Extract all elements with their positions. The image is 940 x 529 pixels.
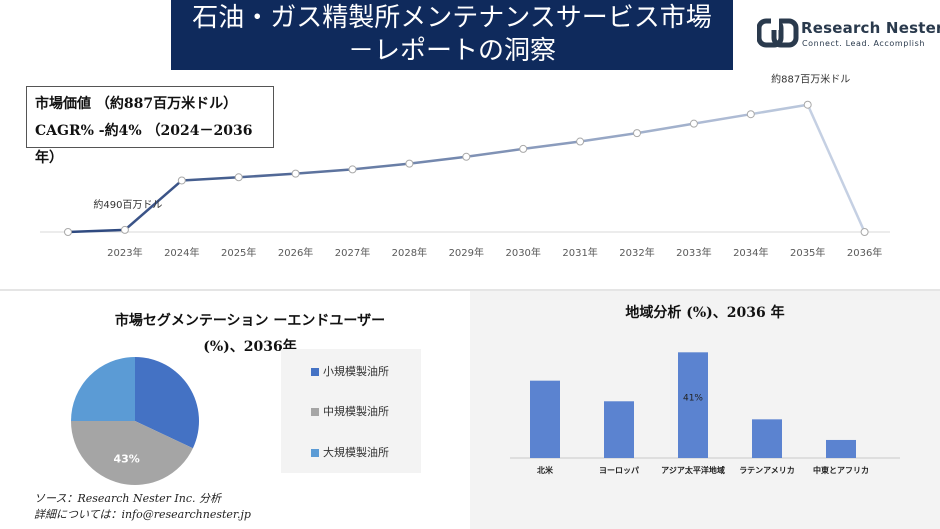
line-point xyxy=(519,144,528,153)
region-tick-label: ラテンアメリカ xyxy=(739,466,795,475)
region-bar xyxy=(530,380,560,458)
line-point xyxy=(803,100,812,109)
line-point xyxy=(746,110,755,119)
line-point xyxy=(633,129,641,138)
market-size-line-chart: 2023年 2024年 2025年 2026年 2027年 2028年 2029年 2030年… xyxy=(40,73,890,259)
line-segment xyxy=(238,172,296,179)
line-segment xyxy=(409,155,467,165)
legend-swatch-small xyxy=(311,368,319,376)
region-bar xyxy=(826,439,856,458)
x-tick-label: 2030年 xyxy=(505,246,540,259)
line-annotation: 約887百万米ドル xyxy=(771,73,850,86)
x-tick-label: 2034年 xyxy=(733,246,768,259)
x-tick-label: 2036年 xyxy=(847,246,882,259)
source-line1: ソース：Research Nester Inc. 分析 xyxy=(34,492,222,505)
line-point xyxy=(405,159,414,168)
line-point xyxy=(576,137,585,146)
regional-bar-chart: 北米 ヨーロッパ アジア太平洋地域 41% ラテンアメリカ 中東とアフリカ xyxy=(510,352,900,475)
line-point xyxy=(860,228,869,236)
x-tick-label: 2029年 xyxy=(449,246,484,259)
line-point xyxy=(64,228,72,236)
research-nester-logo: Research Nester Connect. Lead. Accomplis… xyxy=(757,16,940,52)
regional-chart-title: 地域分析 (%)、2036 年 xyxy=(625,305,785,321)
end-user-pie-chart: 43% xyxy=(71,357,199,485)
x-tick-label: 2027年 xyxy=(335,246,370,259)
logo-mark-icon xyxy=(757,18,799,48)
section-divider xyxy=(0,289,940,291)
pie-slice-large xyxy=(71,357,135,421)
line-point xyxy=(177,176,186,185)
x-tick-label: 2028年 xyxy=(392,246,427,259)
legend-label-large: 大規模製油所 xyxy=(323,446,389,459)
segment-title-line1: 市場セグメンテーション ーエンドユーザー xyxy=(114,313,386,329)
logo-name: Research Nester xyxy=(801,19,940,37)
x-tick-label: 2032年 xyxy=(619,246,654,259)
pie-data-label: 43% xyxy=(113,452,139,465)
line-point xyxy=(234,173,243,182)
line-segment xyxy=(636,122,695,135)
line-segment xyxy=(579,131,638,143)
header-title-line2: －レポートの洞察 xyxy=(347,36,556,66)
line-point xyxy=(291,169,300,178)
legend-label-medium: 中規模製油所 xyxy=(323,405,389,418)
segment-chart-title: 市場セグメンテーション ーエンドユーザー (%)、2036年 xyxy=(90,308,410,360)
x-tick-label: 2033年 xyxy=(676,246,711,259)
legend-item-large: 大規模製油所 xyxy=(311,444,389,460)
legend-swatch-large xyxy=(311,449,319,457)
x-tick-label: 2024年 xyxy=(164,246,199,259)
pie-slice-medium xyxy=(71,421,193,485)
kpi-cagr: CAGR% -約4% （2024－2036年） xyxy=(35,123,253,166)
region-tick-label: 中東とアフリカ xyxy=(813,465,869,475)
region-bar xyxy=(752,419,782,458)
legend-label-small: 小規模製油所 xyxy=(323,365,389,378)
region-tick-label: 北米 xyxy=(537,465,554,475)
region-tick-label: ヨーロッパ xyxy=(599,465,639,475)
line-point xyxy=(462,152,471,161)
region-bar xyxy=(678,352,708,458)
legend-item-small: 小規模製油所 xyxy=(311,363,389,379)
report-header: 石油・ガス精製所メンテナンスサービス市場 －レポートの洞察 xyxy=(171,0,733,70)
region-tick-label: アジア太平洋地域 xyxy=(661,465,725,475)
line-point xyxy=(348,165,357,174)
x-tick-label: 2025年 xyxy=(221,246,256,259)
line-point xyxy=(120,225,129,234)
header-title-line1: 石油・ガス精製所メンテナンスサービス市場 xyxy=(192,3,712,33)
source-note: ソース：Research Nester Inc. 分析 詳細については：info… xyxy=(34,491,251,523)
line-segment xyxy=(352,162,410,171)
source-line2: 詳細については：info@researchnester.jp xyxy=(34,508,251,521)
pie-legend: 小規模製油所 中規模製油所 大規模製油所 xyxy=(281,349,421,473)
kpi-market-value: 市場価値 （約887百万米ドル） xyxy=(35,96,238,112)
line-segment xyxy=(67,228,125,234)
legend-item-medium: 中規模製油所 xyxy=(311,403,389,419)
kpi-box: 市場価値 （約887百万米ドル） CAGR% -約4% （2024－2036年） xyxy=(26,86,274,166)
pie-slice-small xyxy=(135,357,199,449)
line-segment xyxy=(181,176,239,182)
line-segment xyxy=(295,168,353,175)
line-segment xyxy=(693,112,752,125)
legend-swatch-medium xyxy=(311,408,319,416)
line-segment xyxy=(750,103,808,116)
line-segment xyxy=(124,179,183,231)
line-point xyxy=(689,119,698,128)
x-tick-label: 2031年 xyxy=(562,246,597,259)
line-segment xyxy=(466,147,524,159)
segment-title-line2: (%)、2036年 xyxy=(203,339,297,355)
x-tick-label: 2026年 xyxy=(278,246,313,259)
region-bar xyxy=(604,401,634,458)
logo-tagline: Connect. Lead. Accomplish xyxy=(802,39,926,48)
x-tick-label: 2023年 xyxy=(107,246,142,259)
bar-data-label: 41% xyxy=(683,393,703,403)
line-segment xyxy=(523,140,581,151)
line-segment xyxy=(806,104,866,233)
x-tick-label: 2035年 xyxy=(790,246,825,259)
line-annotation: 約490百万ドル xyxy=(93,198,162,211)
